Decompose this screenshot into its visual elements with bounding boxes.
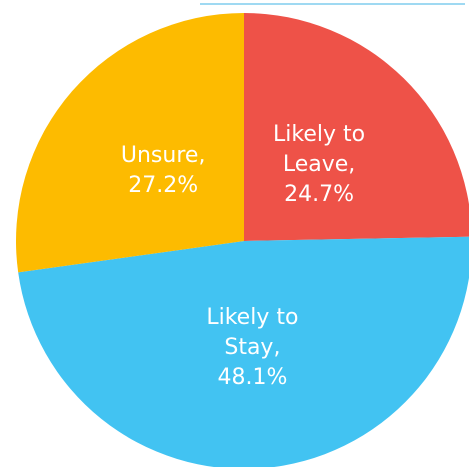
data-label: Likely to Leave, 24.7% xyxy=(273,121,366,207)
data-label: Unsure, 27.2% xyxy=(120,142,206,198)
pie-slice xyxy=(16,13,244,273)
pie-slice xyxy=(244,13,469,241)
pie-slice xyxy=(18,236,469,467)
data-label: Likely to Stay, 48.1% xyxy=(206,304,299,390)
